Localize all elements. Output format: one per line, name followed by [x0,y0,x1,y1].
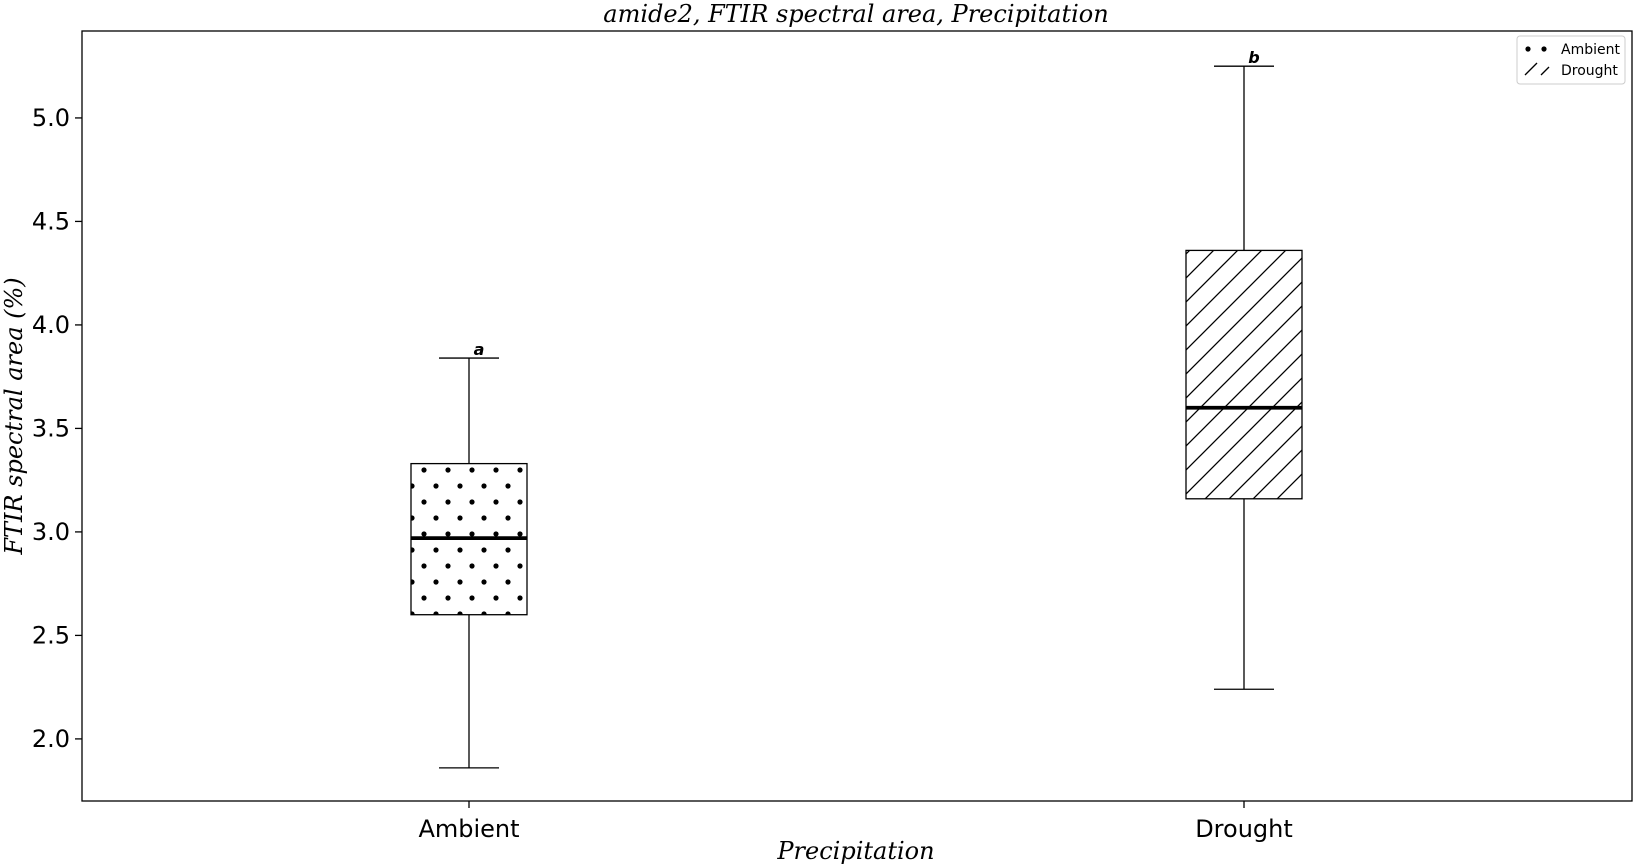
x-tick-label: Drought [1195,815,1293,843]
y-tick-label: 3.0 [32,518,70,546]
plot-area [81,30,1633,802]
y-tick-label: 4.0 [32,311,70,339]
legend-label-drought: Drought [1561,63,1618,79]
y-tick-label: 4.5 [32,207,70,235]
iqr-box [1185,249,1303,500]
x-axis: Ambient Drought [418,801,1293,843]
x-tick-label: Ambient [418,815,519,843]
legend-dots-swatch [1525,46,1531,52]
y-axis: 2.0 2.5 3.0 3.5 4.0 4.5 5.0 [32,104,82,753]
y-tick-label: 3.5 [32,414,70,442]
significance-letter: b [1248,48,1259,67]
legend-hatch-swatch-2 [1540,66,1550,76]
y-tick-label: 2.5 [32,621,70,649]
y-tick-label: 5.0 [32,104,70,132]
boxes-group: ab [410,48,1303,769]
significance-letter: a [474,340,485,359]
x-axis-label: Precipitation [776,837,934,865]
box-drought: b [1185,48,1303,690]
y-axis-label: FTIR spectral area (%) [0,277,28,555]
legend-hatch-swatch [1524,62,1538,76]
legend: Ambient Drought [1516,35,1626,85]
legend-dots-swatch-2 [1541,46,1547,52]
legend-label-ambient: Ambient [1561,42,1620,58]
chart-title: amide2, FTIR spectral area, Precipitatio… [603,0,1108,28]
y-tick-label: 2.0 [32,725,70,753]
box-ambient: a [410,340,528,769]
